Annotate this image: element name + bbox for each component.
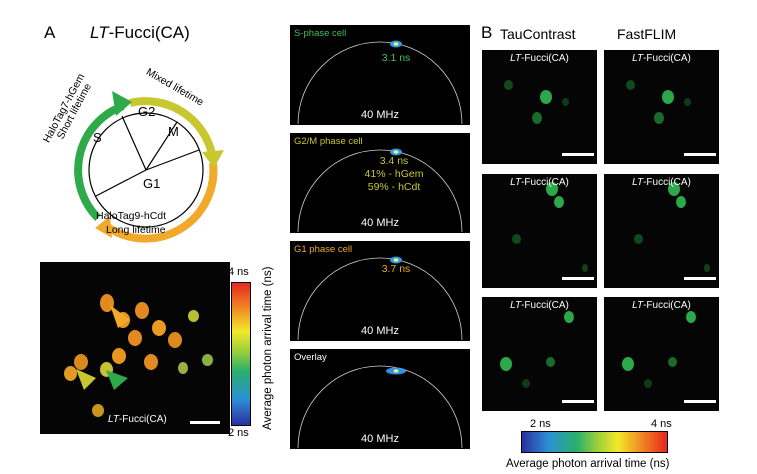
- cell-image: LT-Fucci(CA): [482, 50, 597, 164]
- arrowhead-yellow: [202, 150, 224, 168]
- cell-image: LT-Fucci(CA): [604, 297, 719, 411]
- caption-rest: -Fucci(CA): [521, 53, 569, 64]
- phase-s: S: [93, 130, 102, 145]
- scale-bar: [190, 421, 220, 424]
- scale-bar: [562, 277, 594, 280]
- arrowhead-marker-green: [106, 370, 128, 390]
- cell-image-caption: LT-Fucci(CA): [482, 300, 597, 311]
- caption-italic: LT: [510, 300, 522, 311]
- colorbar-bottom-label: 2 ns: [228, 427, 249, 439]
- caption-italic: LT: [510, 53, 522, 64]
- panel-a-letter: A: [44, 23, 56, 42]
- phasor-title: G1 phase cell: [294, 244, 353, 255]
- scale-bar: [684, 277, 716, 280]
- colorbar-top-label: 4 ns: [228, 266, 249, 278]
- arc-orange: [103, 162, 218, 243]
- caption-italic: LT: [632, 300, 644, 311]
- cell-image-caption: LT-Fucci(CA): [604, 53, 719, 64]
- caption-rest: -Fucci(CA): [521, 177, 569, 188]
- arrowhead-green: [112, 91, 132, 116]
- arrowhead-marker-yellow: [76, 369, 96, 390]
- cell-image-caption: LT-Fucci(CA): [482, 53, 597, 64]
- phasor-title: Overlay: [294, 352, 327, 363]
- caption-italic: LT: [108, 414, 119, 425]
- caption-rest: -Fucci(CA): [521, 300, 569, 311]
- flim-image: LT-Fucci(CA): [40, 262, 230, 434]
- colorbar-vertical: [231, 282, 251, 426]
- title-italic: LT: [90, 23, 109, 42]
- panel-b-letter: B: [481, 23, 493, 42]
- hcolorbar-left-label: 2 ns: [530, 418, 551, 430]
- hcolorbar-axis-label: Average photon arrival time (ns): [506, 458, 670, 470]
- col-head-taucontrast: TauContrast: [500, 26, 576, 42]
- caption-italic: LT: [510, 177, 522, 188]
- panel-a-title: LT-Fucci(CA): [90, 23, 190, 43]
- caption-italic: LT: [632, 177, 644, 188]
- scale-bar: [562, 153, 594, 156]
- phasor-value-line: 3.1 ns: [381, 52, 411, 64]
- cell-cycle-diagram: [74, 91, 224, 243]
- caption-italic: LT: [632, 53, 644, 64]
- cell-image: LT-Fucci(CA): [482, 174, 597, 288]
- phase-g1: G1: [143, 176, 161, 191]
- cell-image-caption: LT-Fucci(CA): [604, 177, 719, 188]
- phasor-plot: Overlay 40 MHz: [290, 349, 470, 449]
- caption-rest: -Fucci(CA): [643, 177, 691, 188]
- colorbar-horizontal: [521, 431, 668, 453]
- cell-image-caption: LT-Fucci(CA): [604, 300, 719, 311]
- cell-image-caption: LT-Fucci(CA): [482, 177, 597, 188]
- phasor-frequency: 40 MHz: [361, 433, 399, 445]
- label-long-lifetime: Long lifetime: [106, 224, 166, 236]
- col-head-fastflim: FastFLIM: [617, 26, 677, 42]
- label-halotag9: HaloTag9-hCdt: [96, 210, 167, 222]
- phasor-title: S-phase cell: [294, 28, 347, 39]
- flim-image-caption: LT-Fucci(CA): [108, 414, 167, 425]
- caption-rest: -Fucci(CA): [118, 414, 167, 425]
- phasor-value-line: 41% - hGem: [364, 168, 424, 180]
- title-rest: -Fucci(CA): [108, 23, 190, 42]
- colorbar-axis-label: Average photon arrival time (ns): [262, 266, 274, 430]
- phasor-value-line: 3.7 ns: [381, 263, 411, 275]
- scale-bar: [684, 400, 716, 403]
- phasor-value-line: 59% - hCdt: [367, 181, 421, 193]
- cell-image: LT-Fucci(CA): [604, 50, 719, 164]
- phasor-frequency: 40 MHz: [361, 109, 399, 121]
- phasor-frequency: 40 MHz: [361, 217, 399, 229]
- arc-green: [74, 102, 125, 221]
- phasor-title: G2/M phase cell: [294, 136, 363, 147]
- cell-image: LT-Fucci(CA): [604, 174, 719, 288]
- scale-bar: [684, 153, 716, 156]
- arrowhead-marker-orange: [110, 305, 130, 328]
- phasor-plot: G1 phase cell 3.7 ns 40 MHz: [290, 241, 470, 341]
- phasor-frequency: 40 MHz: [361, 325, 399, 337]
- phase-m: M: [168, 124, 179, 139]
- hcolorbar-right-label: 4 ns: [651, 418, 672, 430]
- arrowhead-orange: [95, 216, 112, 238]
- arc-yellow: [129, 97, 216, 155]
- phasor-plot: G2/M phase cell 3.4 ns 41% - hGem 59% - hCd…: [290, 133, 470, 233]
- caption-rest: -Fucci(CA): [643, 53, 691, 64]
- cell-image: LT-Fucci(CA): [482, 297, 597, 411]
- scale-bar: [562, 400, 594, 403]
- phasor-plot: S-phase cell 3.1 ns 40 MHz: [290, 25, 470, 125]
- phasor-value-line: 3.4 ns: [379, 155, 409, 167]
- caption-rest: -Fucci(CA): [643, 300, 691, 311]
- phase-g2: G2: [138, 104, 156, 119]
